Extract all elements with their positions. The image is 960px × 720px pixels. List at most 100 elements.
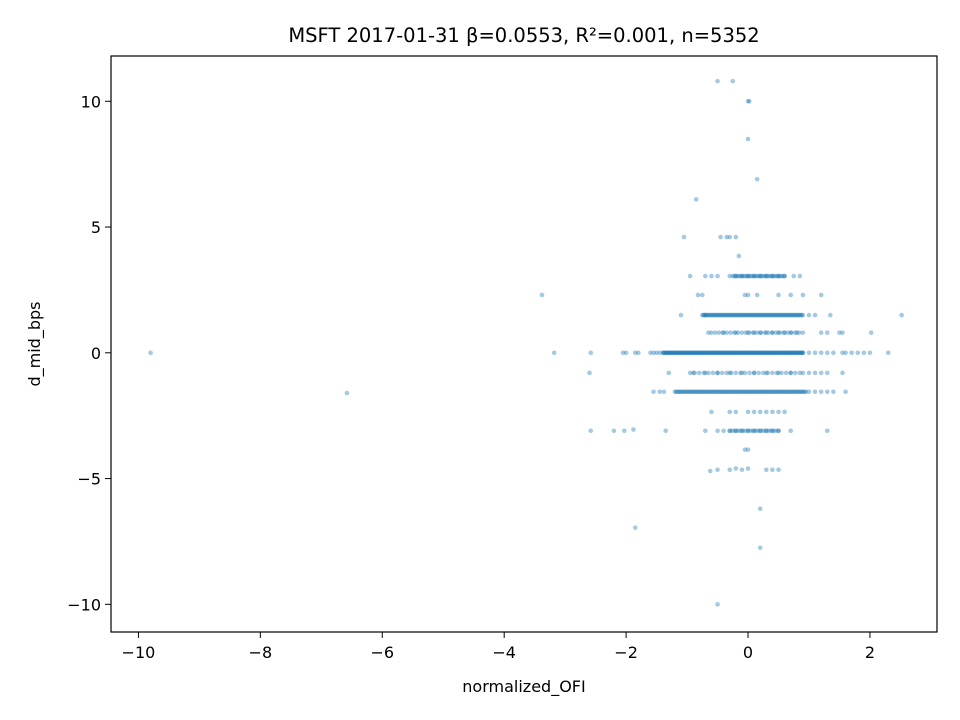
data-point-126 [757, 545, 763, 551]
data-point-469 [741, 389, 747, 395]
data-point-134 [770, 330, 775, 335]
data-point-122 [764, 467, 769, 473]
data-point-312 [788, 350, 794, 356]
data-point-423 [680, 389, 686, 395]
data-point-362 [739, 312, 745, 318]
data-point-614 [788, 370, 793, 376]
data-point-144 [751, 370, 757, 376]
data-point-588 [789, 330, 794, 335]
data-point-85 [849, 350, 854, 356]
data-point-306 [784, 350, 789, 356]
data-point-441 [704, 389, 709, 395]
data-point-206 [701, 350, 706, 356]
data-point-291 [771, 350, 777, 356]
data-point-162 [664, 350, 670, 356]
data-point-113 [757, 428, 763, 434]
data-point-547 [727, 428, 733, 434]
data-point-167 [668, 350, 674, 356]
data-point-96 [806, 389, 812, 395]
data-point-426 [684, 389, 690, 395]
data-point-297 [776, 350, 782, 356]
data-point-289 [769, 350, 775, 356]
data-point-186 [684, 350, 690, 356]
data-point-442 [705, 389, 711, 395]
plot-frame [110, 55, 938, 633]
data-point-213 [706, 350, 712, 356]
data-point-549 [732, 428, 738, 434]
data-point-386 [766, 312, 772, 318]
data-point-344 [719, 312, 724, 318]
data-point-464 [734, 389, 740, 395]
data-point-123 [770, 467, 775, 473]
data-point-246 [734, 350, 739, 356]
data-point-542 [775, 273, 780, 279]
data-point-329 [702, 312, 707, 318]
x-tick-label-3: −4 [492, 643, 516, 662]
data-point-229 [720, 350, 725, 356]
data-point-380 [759, 312, 765, 318]
data-point-304 [782, 350, 787, 356]
data-point-506 [790, 389, 795, 395]
data-point-367 [745, 312, 750, 318]
data-point-259 [745, 350, 750, 356]
data-point-261 [746, 350, 752, 356]
data-point-120 [739, 467, 745, 473]
data-point-410 [793, 312, 799, 318]
data-point-102 [776, 428, 781, 434]
data-point-320 [795, 350, 801, 356]
data-point-91 [806, 370, 812, 376]
data-point-323 [798, 350, 803, 356]
data-point-255 [741, 350, 747, 356]
data-point-39 [715, 78, 720, 84]
data-point-170 [671, 350, 676, 356]
data-point-563 [768, 428, 774, 434]
data-point-226 [717, 350, 723, 356]
data-point-70 [828, 312, 833, 318]
data-point-55 [757, 273, 763, 279]
data-point-23 [666, 370, 672, 376]
data-point-562 [765, 428, 771, 434]
data-point-189 [686, 350, 692, 356]
data-point-32 [709, 409, 714, 415]
data-point-461 [730, 389, 736, 395]
data-point-305 [783, 350, 788, 356]
data-point-411 [794, 312, 800, 318]
data-point-352 [728, 312, 733, 318]
data-point-597 [710, 370, 716, 376]
data-point-63 [739, 273, 745, 279]
data-point-613 [783, 370, 789, 376]
data-point-173 [673, 350, 679, 356]
data-point-155 [776, 409, 781, 415]
data-point-534 [760, 273, 766, 279]
data-point-604 [742, 370, 748, 376]
data-point-199 [695, 350, 700, 356]
data-point-227 [718, 350, 724, 356]
data-point-479 [754, 389, 760, 395]
data-point-64 [745, 273, 751, 279]
data-point-582 [766, 330, 771, 335]
data-point-558 [755, 428, 761, 434]
data-point-503 [786, 389, 792, 395]
data-point-43 [745, 136, 751, 142]
data-point-307 [784, 350, 790, 356]
data-point-498 [779, 389, 785, 395]
data-point-235 [725, 350, 730, 356]
data-point-234 [724, 350, 729, 356]
data-point-428 [687, 389, 692, 395]
data-point-593 [692, 370, 697, 376]
data-point-315 [791, 350, 797, 356]
data-point-202 [697, 350, 703, 356]
data-point-239 [728, 350, 734, 356]
data-point-382 [762, 312, 767, 318]
y-tick-label-2: 0 [91, 344, 101, 363]
data-point-579 [754, 330, 760, 335]
data-point-475 [749, 389, 754, 395]
data-point-398 [780, 312, 785, 318]
data-point-364 [741, 312, 747, 318]
data-point-19 [651, 389, 656, 395]
data-point-80 [818, 350, 824, 356]
data-point-335 [709, 312, 714, 318]
data-point-449 [714, 389, 720, 395]
data-point-518 [732, 273, 737, 279]
data-point-443 [707, 389, 712, 395]
